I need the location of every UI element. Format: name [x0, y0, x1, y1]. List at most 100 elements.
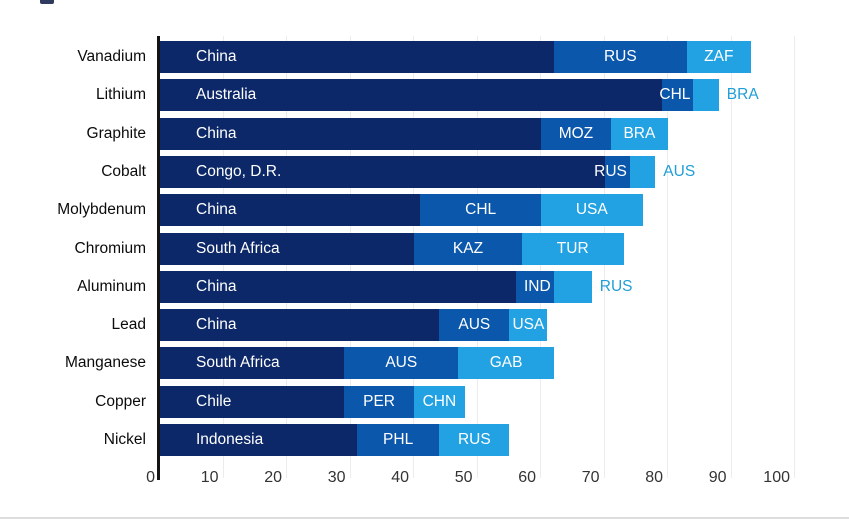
- bar-row: Congo, D.R. RUS: [160, 156, 656, 188]
- bar-segment-bra: [693, 79, 719, 111]
- category-label-manganese: Manganese: [64, 354, 146, 371]
- bar-segment-phl: PHL: [356, 424, 440, 456]
- x-tick-label-70: 70: [581, 469, 600, 486]
- segment-label: CHL: [465, 201, 497, 218]
- category-label-lithium: Lithium: [96, 86, 146, 103]
- x-tick-label-80: 80: [645, 469, 663, 486]
- segment-label: CHN: [422, 393, 457, 410]
- segment-label: China: [196, 201, 237, 218]
- bar-segment-gab: GAB: [458, 347, 554, 379]
- bar-row: China RUS ZAF: [160, 41, 751, 73]
- bar-row: Australia CHL: [160, 79, 719, 111]
- segment-label: USA: [575, 201, 608, 218]
- segment-label: South Africa: [196, 240, 280, 257]
- x-tick-label-40: 40: [391, 469, 409, 486]
- bar-segment-rus: [553, 271, 592, 303]
- bar-segment-tur: TUR: [521, 233, 624, 265]
- segment-label: Australia: [196, 86, 257, 103]
- category-label-nickel: Nickel: [103, 431, 146, 448]
- bar-segment-chn: CHN: [413, 386, 465, 418]
- category-label-chromium: Chromium: [74, 240, 146, 257]
- bar-segment-ind: IND: [515, 271, 554, 303]
- bar-segment-aus: [629, 156, 656, 188]
- gridline-80: [667, 36, 668, 478]
- segment-label: Congo, D.R.: [196, 163, 282, 180]
- category-label-copper: Copper: [95, 393, 146, 410]
- segment-label: IND: [523, 278, 551, 295]
- bar-row: Chile PER CHN: [160, 386, 465, 418]
- bar-segment-rus: RUS: [439, 424, 510, 456]
- bar-segment-moz: MOZ: [541, 118, 611, 150]
- bar-segment-china: China: [160, 271, 516, 303]
- bar-segment-chile: Chile: [160, 386, 345, 418]
- bar-segment-chl: CHL: [420, 194, 541, 226]
- bar-segment-per: PER: [344, 386, 414, 418]
- x-tick-label-100: 100: [763, 469, 790, 486]
- y-axis-line: [157, 36, 160, 480]
- segment-label: RUS: [457, 431, 491, 448]
- x-tick-label-20: 20: [264, 469, 282, 486]
- segment-label: Indonesia: [196, 431, 264, 448]
- category-label-cobalt: Cobalt: [101, 163, 146, 180]
- bar-row: South Africa AUS GAB: [160, 347, 554, 379]
- category-label-aluminum: Aluminum: [77, 278, 146, 295]
- gridline-90: [730, 36, 732, 478]
- bar-row: China IND: [160, 271, 592, 303]
- bottom-divider-line: [0, 517, 849, 519]
- x-tick-label-50: 50: [454, 469, 473, 486]
- segment-label: AUS: [458, 316, 491, 333]
- bar-segment-australia: Australia: [160, 79, 662, 111]
- bar-segment-rus: RUS: [553, 41, 688, 73]
- bar-segment-china: China: [160, 194, 421, 226]
- cropped-logo-fragment: [40, 0, 54, 4]
- segment-label: China: [196, 278, 237, 295]
- segment-label: China: [196, 316, 237, 333]
- bar-row: China CHL USA: [160, 194, 643, 226]
- bar-segment-china: China: [160, 118, 541, 150]
- segment-label: USA: [512, 316, 545, 333]
- segment-label: RUS: [603, 48, 637, 65]
- bar-row: South Africa KAZ TUR: [160, 233, 624, 265]
- bar-segment-rus: RUS: [594, 156, 630, 188]
- gridline-100: [794, 36, 795, 478]
- bar-segment-kaz: KAZ: [414, 233, 522, 265]
- segment-label-outside-aus: AUS: [663, 163, 696, 180]
- segment-label: ZAF: [704, 48, 734, 65]
- bar-segment-china: China: [160, 41, 554, 73]
- bar-segment-usa: USA: [509, 309, 548, 341]
- segment-label: BRA: [623, 125, 656, 142]
- segment-label: TUR: [556, 240, 589, 257]
- bar-segment-aus: AUS: [344, 347, 459, 379]
- x-tick-label-90: 90: [708, 469, 727, 486]
- bar-segment-china: China: [160, 309, 440, 341]
- category-label-vanadium: Vanadium: [77, 48, 146, 65]
- segment-label: CHL: [659, 86, 691, 103]
- category-label-molybdenum: Molybdenum: [57, 201, 146, 218]
- segment-label: GAB: [489, 354, 523, 371]
- category-label-graphite: Graphite: [86, 125, 146, 142]
- bar-segment-bra: BRA: [610, 118, 668, 150]
- segment-label: KAZ: [452, 240, 484, 257]
- segment-label: PER: [363, 393, 395, 410]
- bar-segment-south-africa: South Africa: [160, 347, 345, 379]
- bar-segment-indonesia: Indonesia: [160, 424, 357, 456]
- bar-segment-chl: CHL: [659, 79, 694, 111]
- segment-label-outside-bra: BRA: [726, 86, 759, 103]
- segment-label-outside-rus: RUS: [599, 278, 633, 295]
- x-tick-label-60: 60: [518, 469, 536, 486]
- category-label-lead: Lead: [111, 316, 146, 333]
- x-tick-label-30: 30: [327, 469, 346, 486]
- segment-label: Chile: [196, 393, 232, 410]
- segment-label: RUS: [594, 163, 627, 180]
- bar-segment-aus: AUS: [439, 309, 510, 341]
- bar-segment-south-africa: South Africa: [160, 233, 414, 265]
- bar-segment-zaf: ZAF: [687, 41, 751, 73]
- bar-row: Indonesia PHL RUS: [160, 424, 510, 456]
- segment-label: South Africa: [196, 354, 280, 371]
- bar-row: China AUS USA: [160, 309, 548, 341]
- x-tick-label-10: 10: [200, 469, 219, 486]
- bar-segment-congo-d-r-: Congo, D.R.: [160, 156, 605, 188]
- segment-label: PHL: [383, 431, 414, 448]
- segment-label: China: [196, 125, 237, 142]
